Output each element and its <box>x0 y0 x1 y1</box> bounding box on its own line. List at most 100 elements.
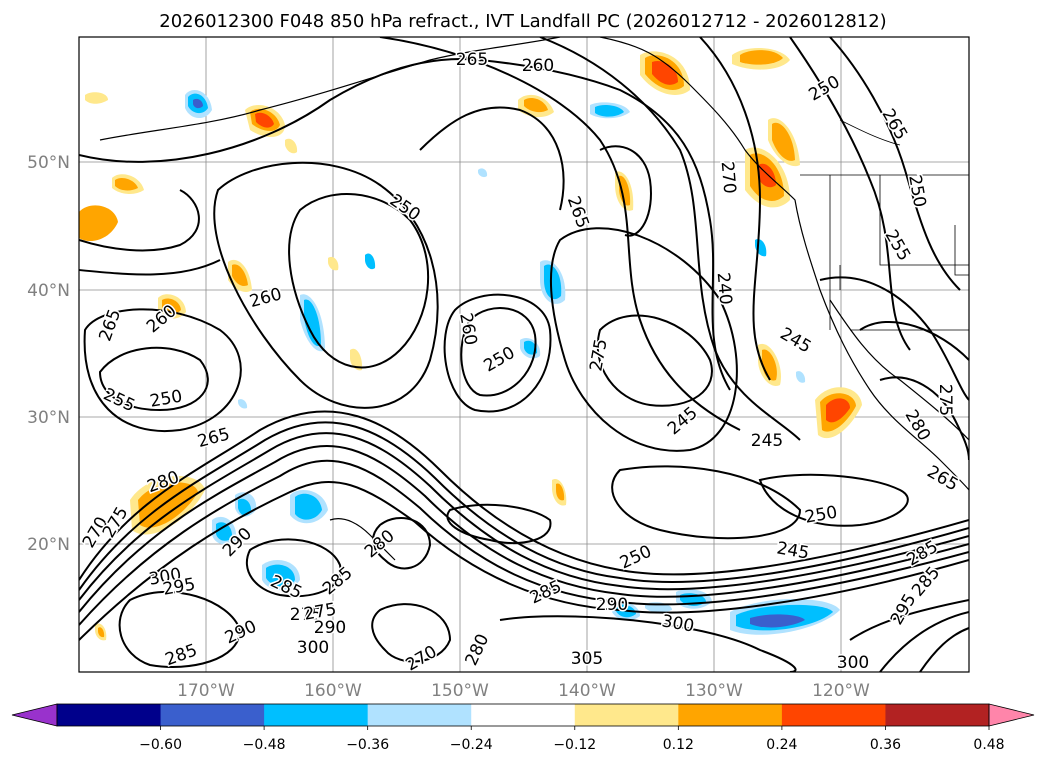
latitude-labels: 50°N 40°N 30°N 20°N <box>27 153 70 555</box>
lon-label: 130°W <box>685 681 743 701</box>
contour-line <box>879 611 969 672</box>
negative-anomaly <box>595 104 624 117</box>
positive-anomaly <box>524 98 548 113</box>
colorbar-outline <box>56 703 990 727</box>
contour-line <box>288 193 430 369</box>
contour-line <box>596 314 713 407</box>
colorbar-label: −0.36 <box>346 737 389 753</box>
contour-label: 305 <box>571 649 603 669</box>
contour-line <box>79 459 969 626</box>
contour-line <box>599 145 652 237</box>
lon-label: 140°W <box>558 681 616 701</box>
colorbar-segment <box>264 704 369 726</box>
contour-line <box>499 615 797 672</box>
lat-label: 20°N <box>27 535 70 555</box>
contour-line <box>213 161 439 409</box>
negative-anomaly <box>304 299 321 347</box>
contour-line <box>79 445 969 613</box>
contour-line <box>371 603 452 663</box>
coastline <box>829 299 969 441</box>
colorbar-label: −0.12 <box>553 737 596 753</box>
positive-anomaly <box>740 50 783 65</box>
colorbar-label: −0.60 <box>139 737 182 753</box>
filled-anomalies <box>79 48 862 641</box>
contour-label: 250 <box>148 386 183 411</box>
contour-line <box>372 516 432 570</box>
negative-anomaly <box>216 522 233 541</box>
positive-anomaly <box>826 398 850 423</box>
contour-label: 265 <box>456 50 488 70</box>
colorbar-segment <box>367 704 472 726</box>
contour-line <box>79 421 969 591</box>
contour-label: 275 <box>935 384 955 416</box>
contour-line <box>443 293 552 413</box>
contour-label: 300 <box>837 653 869 673</box>
positive-anomaly <box>85 92 108 104</box>
contour-label: 300 <box>297 638 329 658</box>
contour-label: 270 <box>717 161 740 195</box>
contour-line <box>879 376 969 461</box>
contour-line <box>79 432 969 601</box>
positive-anomaly <box>162 298 181 314</box>
positive-anomaly <box>652 60 678 85</box>
colorbar-segment <box>57 704 162 726</box>
positive-anomaly <box>79 205 118 242</box>
lat-label: 50°N <box>27 153 70 173</box>
colorbar-segment <box>160 704 265 726</box>
contour-label: 290 <box>596 595 628 615</box>
contour-line <box>98 346 209 412</box>
contour-line <box>419 106 565 211</box>
negative-anomaly <box>544 264 562 300</box>
positive-anomaly <box>285 138 298 154</box>
negative-anomaly <box>238 498 252 516</box>
contour-line <box>460 307 537 397</box>
negative-anomaly <box>365 253 376 270</box>
negative-anomaly <box>193 98 203 109</box>
contour-label: 240 <box>713 272 736 306</box>
contour-line <box>829 37 961 291</box>
lon-label: 160°W <box>304 681 362 701</box>
state-border <box>954 225 969 276</box>
colorbar: −0.60 −0.48 −0.36 −0.24 −0.12 0.12 0.24 0.36 0.4… <box>11 703 1035 753</box>
positive-anomaly <box>115 177 138 191</box>
colorbar-segment <box>678 704 783 726</box>
colorbar-label: 0.48 <box>973 737 1004 753</box>
contour-label: 260 <box>522 56 554 76</box>
contour-line <box>549 227 738 452</box>
contour-label: 275 <box>290 605 322 625</box>
lon-label: 170°W <box>177 681 235 701</box>
negative-anomaly <box>750 614 805 628</box>
contour-line <box>79 259 221 276</box>
refractivity-contours <box>79 37 969 672</box>
contour-line <box>758 473 909 527</box>
contour-line <box>446 503 552 544</box>
negative-anomaly <box>478 168 488 178</box>
contour-line <box>919 627 969 672</box>
contour-line <box>539 37 801 441</box>
contour-line <box>79 480 969 641</box>
positive-anomaly <box>98 627 105 638</box>
contour-line <box>789 37 911 351</box>
contour-line <box>479 59 731 391</box>
colorbar-label: 0.24 <box>766 737 797 753</box>
contour-line <box>611 465 802 540</box>
state-border <box>839 119 901 146</box>
positive-anomaly <box>556 483 565 501</box>
contour-label: 245 <box>751 431 783 451</box>
coastline <box>99 37 561 141</box>
contour-line <box>118 591 242 668</box>
lon-label: 150°W <box>431 681 489 701</box>
lat-label: 40°N <box>27 281 70 301</box>
positive-anomaly <box>772 122 795 161</box>
contour-line <box>849 599 969 641</box>
positive-anomaly <box>350 348 363 371</box>
positive-anomaly <box>138 482 198 528</box>
negative-anomaly <box>796 371 806 383</box>
colorbar-label: 0.36 <box>870 737 901 753</box>
lon-label: 120°W <box>812 681 870 701</box>
positive-anomaly <box>619 175 631 206</box>
contour-line <box>379 37 741 431</box>
positive-anomaly <box>255 112 274 128</box>
colorbar-segment <box>471 704 576 726</box>
